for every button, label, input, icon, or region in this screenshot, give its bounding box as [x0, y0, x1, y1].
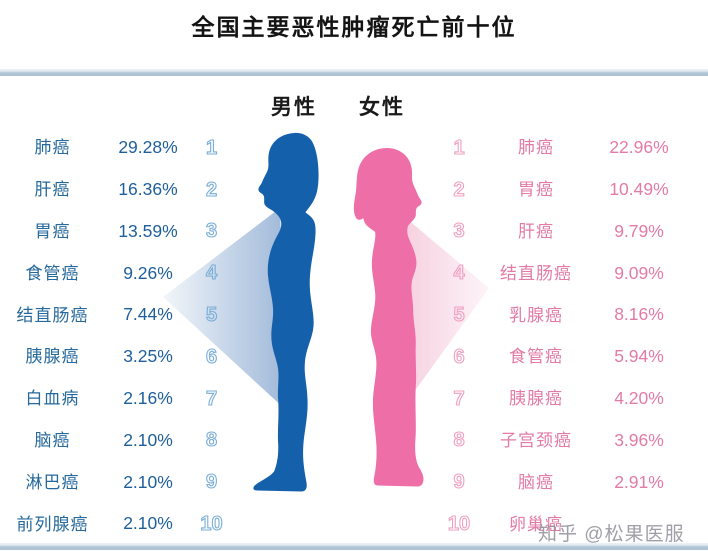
male-row: 前列腺癌 2.10% 10 [0, 503, 232, 545]
male-row: 肺癌 29.28% 1 [0, 127, 232, 169]
page-title: 全国主要恶性肿瘤死亡前十位 [191, 14, 517, 40]
rank-badge: 9 [205, 471, 218, 494]
male-beam [163, 208, 286, 410]
cancer-label: 肝癌 [34, 180, 71, 200]
male-row: 胰腺癌 3.25% 6 [0, 336, 232, 378]
cancer-pct: 2.10% [123, 471, 173, 492]
cancer-pct: 29.28% [118, 137, 178, 158]
female-row: 6 食管癌 5.94% [440, 336, 684, 378]
cancer-label: 胰腺癌 [509, 389, 563, 409]
rank-badge: 3 [205, 220, 218, 243]
cancer-pct: 16.36% [118, 178, 178, 199]
cancer-pct: 2.10% [123, 513, 173, 534]
male-row: 白血病 2.16% 7 [0, 378, 232, 420]
male-column-header: 男性 [271, 96, 317, 119]
bottom-divider [0, 543, 708, 550]
rank-badge: 10 [200, 513, 223, 536]
cancer-label: 食管癌 [509, 347, 563, 367]
rank-badge: 2 [453, 178, 465, 201]
rank-badge: 5 [205, 304, 218, 327]
cancer-pct: 2.10% [123, 429, 173, 450]
rank-badge: 1 [205, 136, 218, 159]
watermark: 知乎 @松果医服 [538, 524, 685, 545]
rank-badge: 2 [205, 178, 218, 201]
rank-badge: 6 [205, 345, 218, 368]
female-beam [400, 213, 489, 399]
cancer-pct: 10.49% [609, 178, 669, 199]
cancer-pct: 8.16% [614, 304, 664, 325]
cancer-label: 肝癌 [518, 221, 554, 241]
rank-badge: 1 [453, 136, 465, 159]
rank-badge: 10 [447, 513, 471, 536]
male-silhouette [253, 132, 319, 492]
cancer-label: 食管癌 [25, 263, 80, 283]
rank-badge: 3 [453, 220, 465, 243]
cancer-label: 白血病 [25, 389, 80, 409]
cancer-pct: 2.16% [123, 387, 173, 408]
female-row: 1 肺癌 22.96% [440, 127, 684, 169]
cancer-label: 胰腺癌 [25, 347, 80, 367]
rank-badge: 7 [205, 387, 218, 410]
rank-badge: 6 [453, 345, 465, 368]
female-row: 10 卵巢癌 [440, 503, 684, 545]
male-row: 肝癌 16.36% 2 [0, 169, 232, 211]
cancer-label: 结直肠癌 [16, 305, 89, 325]
top-divider [0, 69, 708, 76]
cancer-pct: 13.59% [118, 220, 178, 241]
cancer-pct: 22.96% [609, 137, 669, 158]
cancer-pct: 9.79% [614, 220, 664, 241]
cancer-pct: 9.26% [123, 262, 173, 283]
cancer-pct: 9.09% [614, 262, 664, 283]
male-ranking-list: 肺癌 29.28% 1 肝癌 16.36% 2 胃癌 13.59% 3 食管癌 … [0, 127, 232, 545]
cancer-pct: 2.91% [614, 471, 664, 492]
rank-badge: 4 [453, 262, 465, 285]
rank-badge: 8 [453, 429, 465, 452]
cancer-pct: 7.44% [123, 304, 173, 325]
female-row: 4 结直肠癌 9.09% [440, 252, 684, 294]
cancer-pct: 3.96% [614, 429, 664, 450]
female-column-header: 女性 [359, 96, 405, 119]
cancer-label: 淋巴癌 [25, 472, 80, 492]
cancer-label: 脑癌 [34, 430, 71, 450]
cancer-label: 子宫颈癌 [500, 430, 572, 450]
female-row: 7 胰腺癌 4.20% [440, 378, 684, 420]
female-row: 2 胃癌 10.49% [440, 169, 684, 211]
rank-badge: 4 [205, 262, 218, 285]
female-row: 3 肝癌 9.79% [440, 211, 684, 253]
female-row: 8 子宫颈癌 3.96% [440, 420, 684, 462]
rank-badge: 8 [205, 429, 218, 452]
cancer-label: 卵巢癌 [509, 514, 563, 534]
cancer-label: 前列腺癌 [16, 514, 89, 534]
rank-badge: 5 [453, 304, 465, 327]
cancer-pct: 4.20% [614, 387, 664, 408]
cancer-label: 胃癌 [518, 180, 554, 200]
rank-badge: 7 [453, 387, 465, 410]
cancer-label: 胃癌 [34, 221, 71, 241]
female-row: 5 乳腺癌 8.16% [440, 294, 684, 336]
rank-badge: 9 [453, 471, 465, 494]
cancer-label: 结直肠癌 [500, 263, 572, 283]
cancer-label: 肺癌 [34, 138, 71, 158]
male-row: 脑癌 2.10% 8 [0, 420, 232, 462]
male-row: 淋巴癌 2.10% 9 [0, 461, 232, 503]
female-row: 9 脑癌 2.91% [440, 461, 684, 503]
cancer-pct: 5.94% [614, 346, 664, 367]
cancer-label: 肺癌 [518, 138, 554, 158]
female-ranking-list: 1 肺癌 22.96% 2 胃癌 10.49% 3 肝癌 9.79% 4 结直肠… [440, 127, 684, 545]
cancer-pct: 3.25% [123, 346, 173, 367]
cancer-label: 脑癌 [518, 472, 554, 492]
male-row: 食管癌 9.26% 4 [0, 252, 232, 294]
cancer-label: 乳腺癌 [509, 305, 563, 325]
male-row: 结直肠癌 7.44% 5 [0, 294, 232, 336]
female-silhouette [353, 147, 424, 487]
male-row: 胃癌 13.59% 3 [0, 211, 232, 253]
